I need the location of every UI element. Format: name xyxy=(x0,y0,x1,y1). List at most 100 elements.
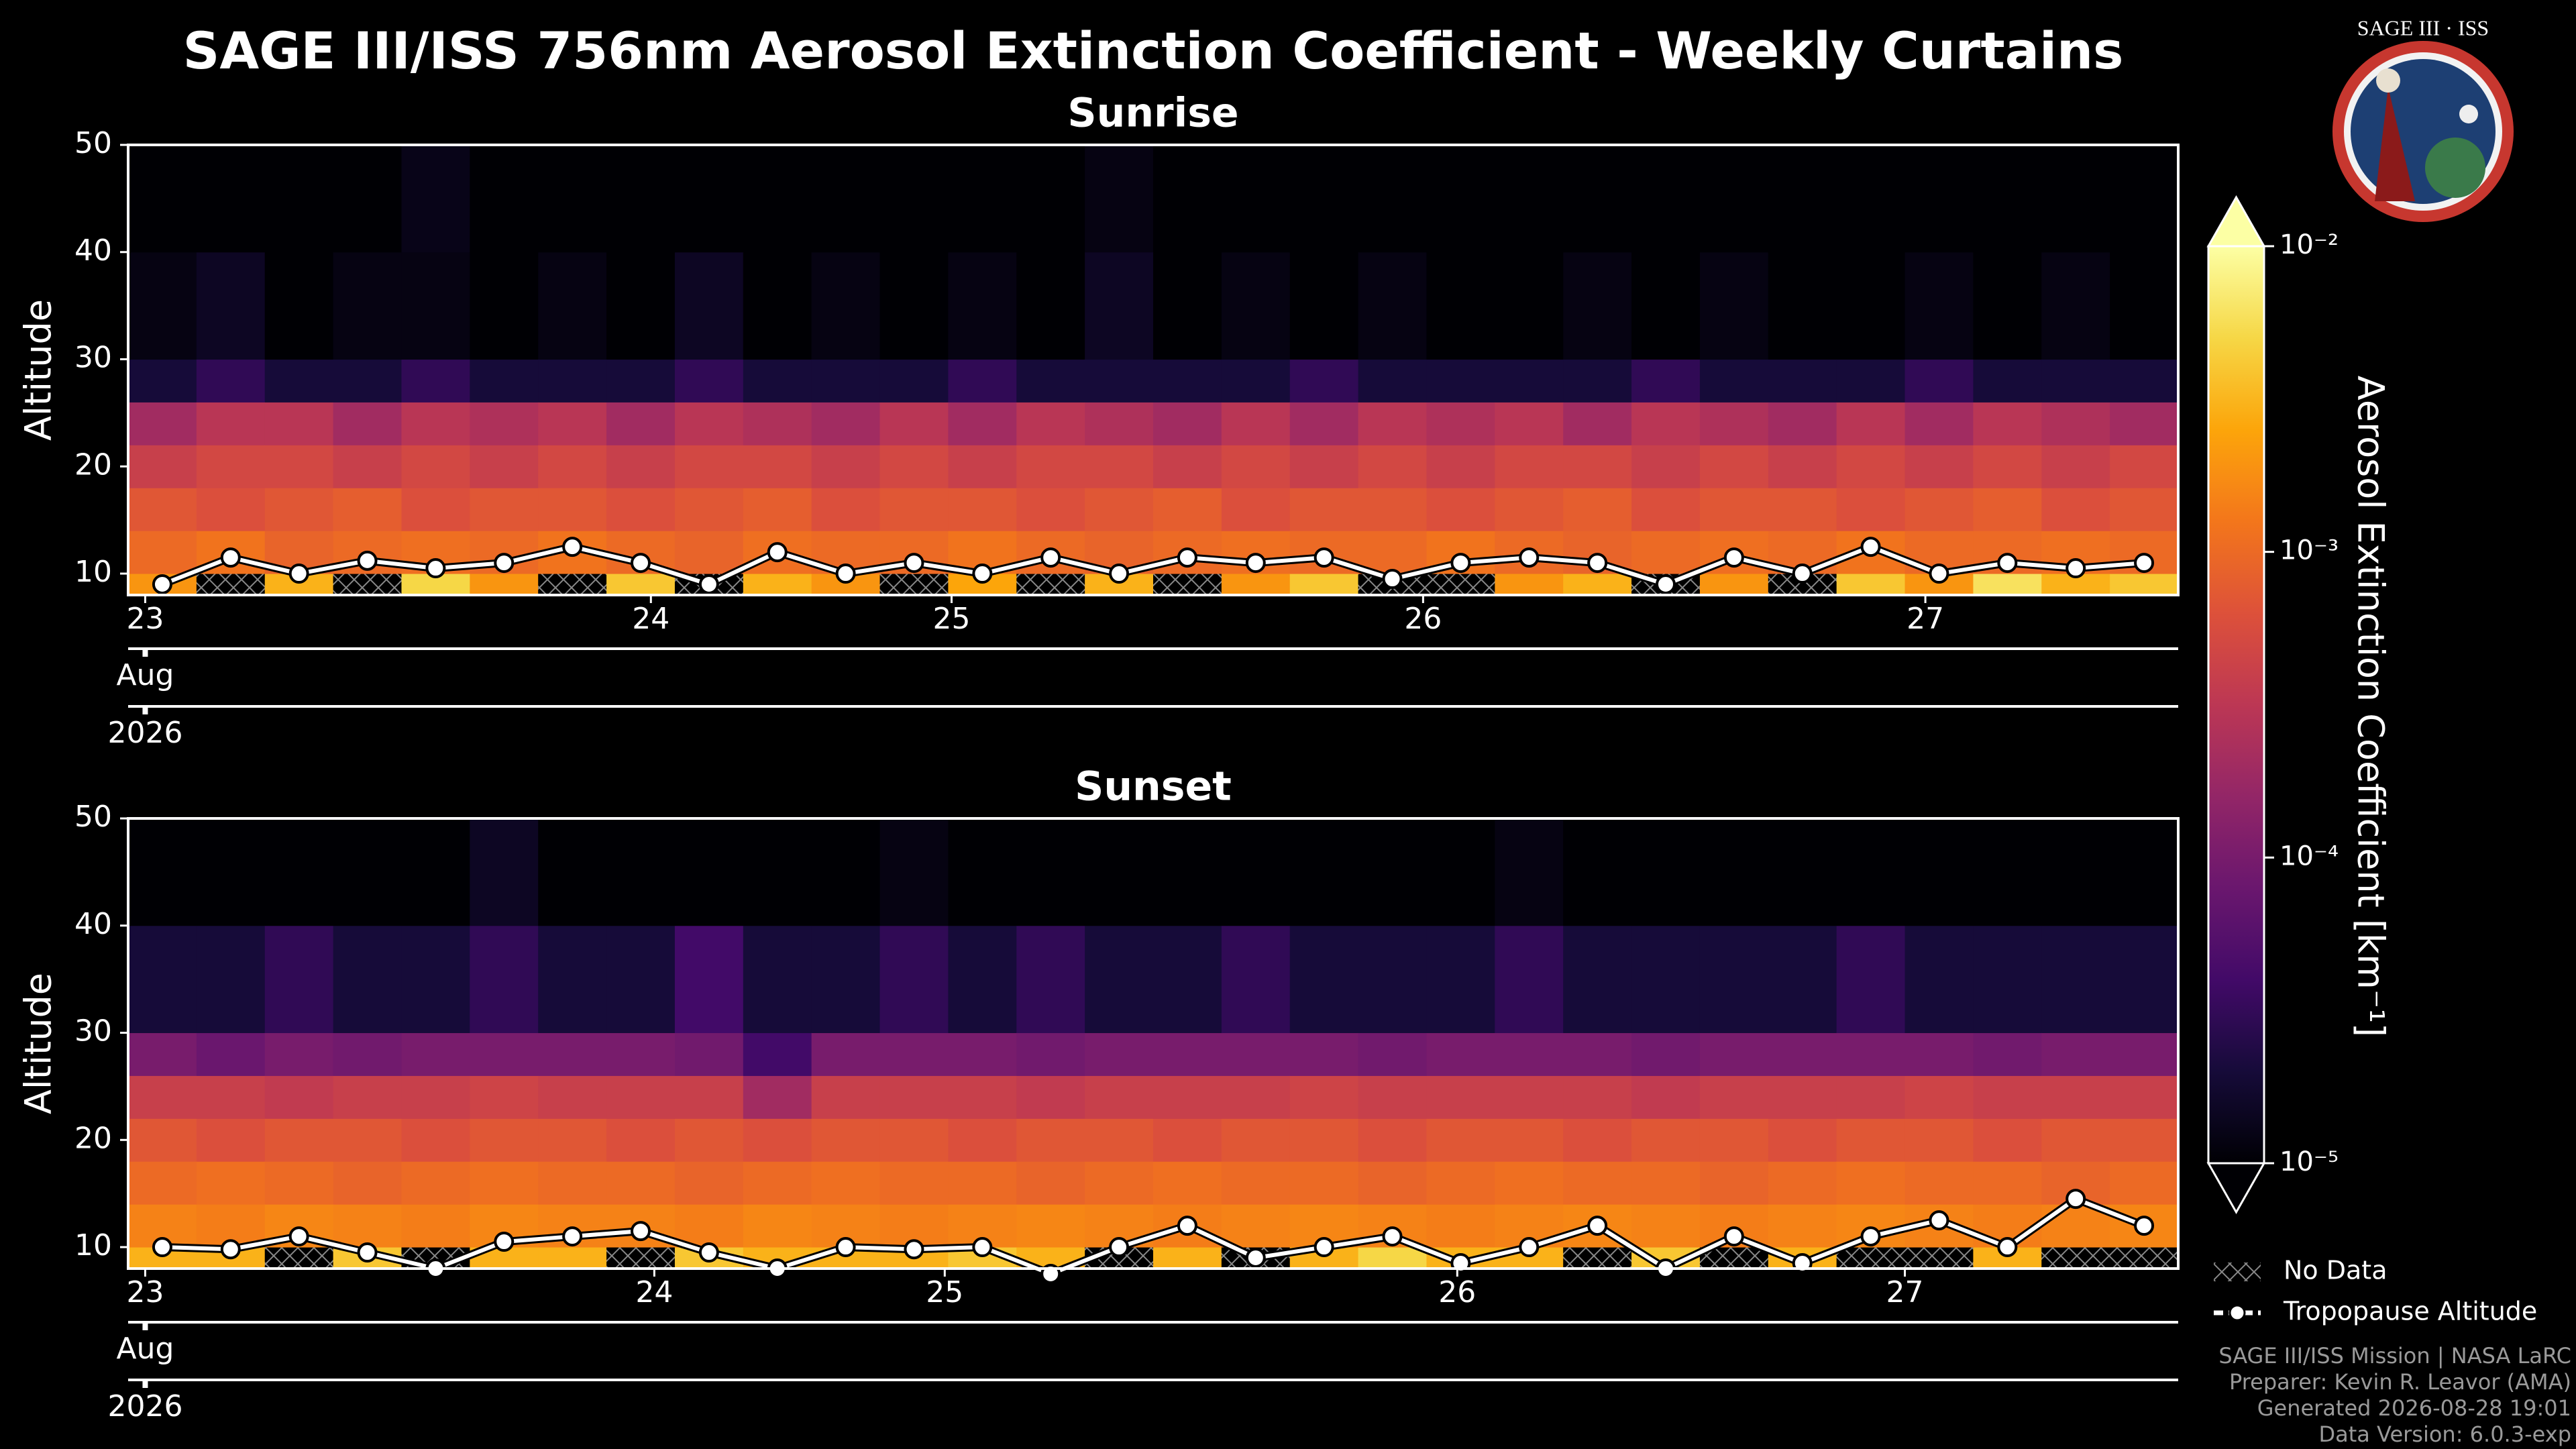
curtain-cell xyxy=(674,488,744,531)
x-tick-label: 24 xyxy=(632,602,669,636)
curtain-cell xyxy=(470,359,539,402)
curtain-cell xyxy=(1563,488,1632,531)
curtain-cell xyxy=(1973,818,2042,926)
curtain-cell xyxy=(401,402,470,445)
tropopause-marker xyxy=(1382,569,1403,590)
curtain-cell xyxy=(879,818,949,926)
curtain-cell xyxy=(879,445,949,488)
curtain-cell xyxy=(1699,445,1769,488)
y-tick-label: 30 xyxy=(74,341,112,375)
curtain-cell xyxy=(2110,1118,2179,1162)
curtain-cell xyxy=(811,359,881,402)
curtain-cell xyxy=(1289,818,1359,926)
curtain-cell xyxy=(674,359,744,402)
y-tick-label: 50 xyxy=(74,126,112,160)
curtain-cell xyxy=(1768,488,1837,531)
curtain-cell xyxy=(1221,145,1291,253)
panel: Sunrise Altitude 10 20 30 40 50 23 24 25 26 27 Aug 20… xyxy=(17,90,2180,750)
no-data-cell xyxy=(1904,1247,1974,1269)
curtain-cell xyxy=(1085,359,1154,402)
curtain-cell xyxy=(674,531,744,574)
curtain-cell xyxy=(1085,1118,1154,1162)
curtain-cell xyxy=(1221,488,1291,531)
curtain-cell xyxy=(264,925,334,1034)
curtain-cell xyxy=(1495,1032,1564,1076)
tropopause-marker xyxy=(835,564,856,584)
curtain-cell xyxy=(401,1161,470,1205)
curtain-cell xyxy=(948,1161,1017,1205)
legend: No Data Tropopause Altitude xyxy=(2214,1256,2537,1326)
curtain-cell xyxy=(1836,488,1906,531)
curtain-cell xyxy=(1289,925,1359,1034)
curtain-cell xyxy=(1768,359,1837,402)
tropopause-marker xyxy=(2134,553,2155,574)
year-label: 2026 xyxy=(107,716,182,750)
curtain-cell xyxy=(743,359,812,402)
curtain-cell xyxy=(1495,1161,1564,1205)
curtain-cell xyxy=(674,925,744,1034)
curtain-cell xyxy=(1085,1075,1154,1119)
curtain-cell xyxy=(2110,1032,2179,1076)
curtain-cell xyxy=(1289,252,1359,360)
curtain-cell xyxy=(811,925,881,1034)
curtain-cell xyxy=(1289,1118,1359,1162)
curtain-cell xyxy=(401,1204,470,1248)
curtain-cell xyxy=(1016,1161,1085,1205)
curtain-cell xyxy=(1973,1075,2042,1119)
tropopause-marker xyxy=(1656,574,1676,595)
tropopause-marker xyxy=(1519,1237,1540,1258)
tropopause-marker xyxy=(2065,558,2086,579)
curtain-cell xyxy=(2041,145,2110,253)
curtain-cell xyxy=(1563,574,1632,596)
no-data-cell xyxy=(1426,574,1495,596)
tropopause-marker xyxy=(425,558,446,579)
curtain-cell xyxy=(1904,1075,1974,1119)
curtain-cell xyxy=(1289,145,1359,253)
curtain-cell xyxy=(538,818,607,926)
curtain-cell xyxy=(1221,574,1291,596)
curtain-cell xyxy=(1768,1075,1837,1119)
footer-line: SAGE III/ISS Mission | NASA LaRC xyxy=(2218,1343,2571,1368)
curtain-cell xyxy=(2041,818,2110,926)
curtain-cell xyxy=(1153,1032,1222,1076)
curtain-cell xyxy=(606,1161,676,1205)
month-label: Aug xyxy=(117,1332,174,1366)
curtain-cell xyxy=(743,145,812,253)
curtain-cell xyxy=(470,925,539,1034)
curtain-cell xyxy=(128,1075,197,1119)
tropopause-marker xyxy=(1109,1237,1130,1258)
curtain-cell xyxy=(333,1032,402,1076)
curtain-cell xyxy=(196,1032,266,1076)
plot-frame xyxy=(127,144,2180,596)
logo-title: SAGE III · ISS xyxy=(2357,15,2489,40)
tropopause-marker xyxy=(220,547,241,568)
curtain-cell xyxy=(606,359,676,402)
curtain-cell xyxy=(264,1118,334,1162)
curtain-cell xyxy=(1016,402,1085,445)
curtain-cell xyxy=(196,488,266,531)
curtain-cell xyxy=(1631,1204,1701,1248)
curtain-cell xyxy=(2110,488,2179,531)
curtain-cell xyxy=(743,1118,812,1162)
colorbar-tick-label: 10⁻³ xyxy=(2279,535,2339,566)
curtain-cell xyxy=(1768,252,1837,360)
y-tick-label: 40 xyxy=(74,233,112,268)
curtain-cell xyxy=(606,252,676,360)
curtain-cell xyxy=(1358,145,1427,253)
tropopause-marker xyxy=(1109,564,1130,584)
curtain-cell xyxy=(1358,1247,1427,1269)
curtain-cell xyxy=(1358,1161,1427,1205)
tropopause-marker xyxy=(698,1242,719,1263)
curtain-cell xyxy=(128,359,197,402)
curtain-cell xyxy=(2110,925,2179,1034)
curtain-cell xyxy=(1904,1161,1974,1205)
curtain-cell xyxy=(2110,359,2179,402)
tropopause-marker xyxy=(288,564,309,584)
curtain-cell xyxy=(1085,488,1154,531)
curtain-cell xyxy=(1153,925,1222,1034)
tropopause-marker xyxy=(1587,553,1608,574)
curtain-cell xyxy=(1085,145,1154,253)
curtain-cell xyxy=(470,145,539,253)
curtain-cell xyxy=(1973,1161,2042,1205)
colorbar-frame xyxy=(2207,245,2265,1165)
